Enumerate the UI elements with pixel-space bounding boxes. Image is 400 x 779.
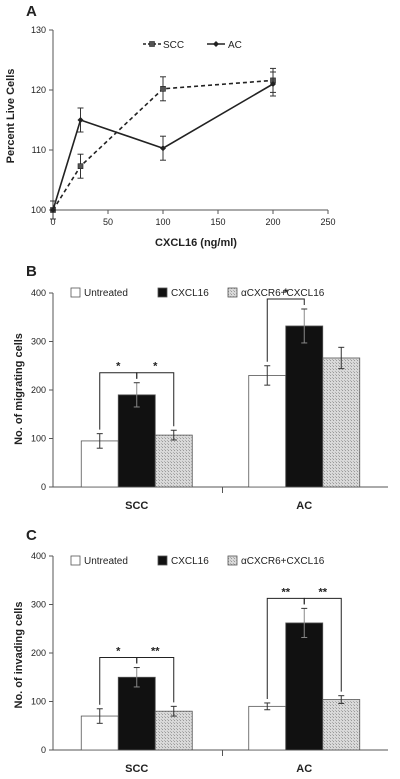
bar-ac-1 (285, 622, 324, 751)
x-tick-label: 100 (155, 217, 170, 227)
significance-marker: * (116, 361, 121, 373)
y-tick-label: 300 (31, 600, 46, 610)
category-label-ac: AC (296, 500, 312, 512)
significance-bracket (136, 372, 175, 427)
data-point-diamond (77, 117, 84, 123)
panel-c-letter: C (26, 527, 37, 544)
legend-marker-ac (213, 41, 219, 47)
panel-a-letter: A (26, 3, 37, 20)
y-tick-label: 100 (31, 205, 46, 215)
series-line-ac (52, 83, 274, 211)
x-tick-label: 200 (265, 217, 280, 227)
panel-a-line-chart: A Percent Live Cells CXCL16 (ng/ml) 0 50 1… (5, 3, 336, 249)
panel-c-y-axis-label: No. of invading cells (13, 602, 25, 709)
y-tick-label: 0 (41, 482, 46, 492)
bar-scc-1 (117, 394, 156, 488)
y-tick-label: 200 (31, 385, 46, 395)
bar-ac-2 (322, 357, 361, 488)
significance-marker: ** (318, 586, 327, 598)
bar-ac-1 (285, 325, 324, 488)
significance-bracket (266, 298, 305, 362)
x-tick-label: 250 (320, 217, 335, 227)
y-tick-label: 300 (31, 337, 46, 347)
data-point-diamond (270, 81, 276, 87)
panel-b-y-axis-label: No. of migrating cells (13, 333, 25, 445)
panel-a-y-axis-label: Percent Live Cells (5, 69, 17, 164)
panel-c-plot-area: * **** ** (80, 586, 361, 751)
legend-swatch-1 (157, 287, 168, 298)
y-tick-label: 400 (31, 551, 46, 561)
legend-label-scc: SCC (163, 40, 184, 51)
y-tick-label: 130 (31, 25, 46, 35)
category-label-scc: SCC (125, 763, 148, 775)
y-tick-label: 100 (31, 697, 46, 707)
panel-b-bar-chart: B No. of migrating cells 0 100 200 300 400 SC… (13, 263, 388, 512)
data-point-square (77, 163, 84, 169)
bar-ac-2 (322, 699, 361, 751)
bar-ac-0 (248, 705, 287, 751)
panel-b-letter: B (26, 263, 37, 280)
panel-c-bar-chart: C No. of invading cells 0 100 200 300 400 SCC… (13, 527, 388, 775)
significance-marker: ** (281, 586, 290, 598)
category-label-scc: SCC (125, 500, 148, 512)
legend-label-ac: AC (228, 40, 242, 51)
significance-marker: ** (151, 646, 160, 658)
legend-swatch-0 (70, 287, 81, 298)
panel-b-legend: Untreated CXCL16 αCXCR6+CXCL16 (70, 287, 325, 299)
significance-bracket (136, 657, 175, 703)
data-point-diamond (160, 145, 166, 152)
x-tick-label: 150 (210, 217, 225, 227)
legend-label-2: αCXCR6+CXCL16 (241, 556, 325, 567)
y-tick-label: 0 (41, 745, 46, 755)
legend-swatch-2 (227, 287, 238, 298)
panel-c-legend: Untreated CXCL16 αCXCR6+CXCL16 (70, 555, 325, 567)
panel-a-axes: 0 50 100 150 200 250 100 110 120 130 (31, 25, 336, 227)
data-point-diamond (50, 207, 56, 213)
significance-marker: * (116, 646, 121, 658)
y-tick-label: 200 (31, 648, 46, 658)
y-tick-label: 110 (32, 145, 46, 155)
series-line-scc (52, 79, 274, 211)
bar-scc-1 (117, 676, 156, 751)
x-tick-label: 0 (50, 217, 55, 227)
data-point-square (160, 86, 166, 92)
legend-label-0: Untreated (84, 288, 128, 299)
legend-label-1: CXCL16 (171, 556, 209, 567)
significance-bracket (303, 597, 342, 692)
panel-b-plot-area: * * * (80, 287, 361, 488)
bar-scc-2 (154, 710, 193, 751)
legend-label-1: CXCL16 (171, 288, 209, 299)
legend-marker-scc (149, 41, 155, 47)
significance-marker: * (284, 287, 289, 299)
y-tick-label: 120 (31, 85, 46, 95)
panel-a-plot-area (50, 67, 276, 220)
panel-a-legend: SCC AC (143, 40, 242, 51)
legend-swatch-0 (70, 555, 81, 566)
x-tick-label: 50 (103, 217, 113, 227)
legend-swatch-2 (227, 555, 238, 566)
significance-marker: * (153, 361, 158, 373)
legend-label-0: Untreated (84, 556, 128, 567)
y-tick-label: 400 (31, 288, 46, 298)
panel-a-x-axis-label: CXCL16 (ng/ml) (155, 237, 237, 249)
legend-label-2: αCXCR6+CXCL16 (241, 288, 325, 299)
category-label-ac: AC (296, 763, 312, 775)
bar-ac-0 (248, 375, 287, 488)
legend-swatch-1 (157, 555, 168, 566)
y-tick-label: 100 (31, 434, 46, 444)
bar-scc-2 (154, 434, 193, 488)
